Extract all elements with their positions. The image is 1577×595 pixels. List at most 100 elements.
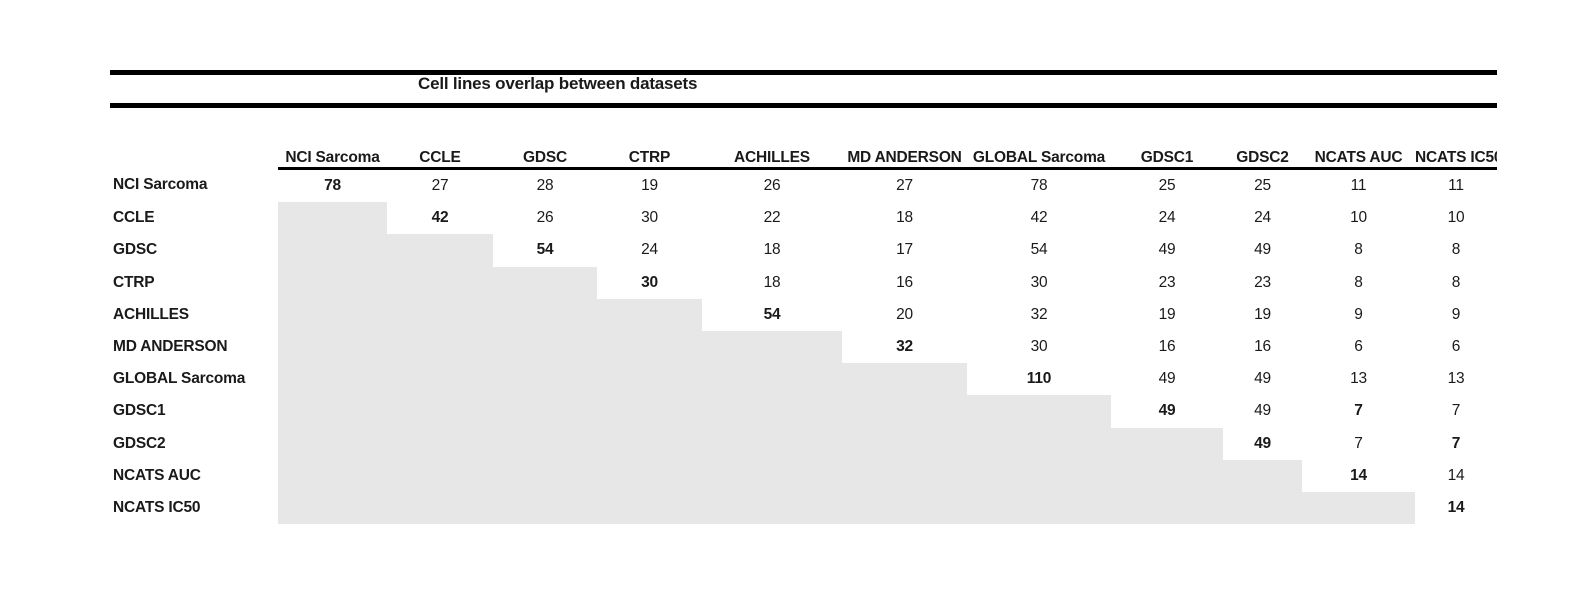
overlap-cell: 28 [536,177,554,195]
overlap-cell: 26 [536,209,554,227]
overlap-cell: 19 [1158,305,1176,323]
diagonal-cell: 49 [1158,402,1176,420]
shaded-cell [278,202,387,235]
shaded-cell [278,427,387,460]
shaded-cell [967,427,1111,460]
shaded-cell [702,395,842,428]
row-header: MD ANDERSON [113,338,228,356]
overlap-cell: 49 [1158,241,1176,259]
shaded-cell [597,491,702,525]
shaded-cell [597,395,702,428]
diagonal-cell: 32 [896,338,913,356]
shaded-cell [597,459,702,492]
overlap-cell: 16 [1254,338,1271,356]
overlap-cell: 78 [1030,177,1048,195]
overlap-cell: 22 [763,209,781,227]
overlap-cell: 24 [641,241,658,259]
column-header: NCI Sarcoma [278,108,387,170]
overlap-cell: 49 [1254,370,1271,388]
overlap-cell: 27 [896,177,913,195]
diagonal-cell: 110 [1026,370,1052,388]
row-header: GDSC [113,241,157,259]
overlap-cell: 49 [1254,402,1271,420]
overlap-cell: 7 [1354,402,1363,420]
column-header: NCATS AUC [1302,108,1415,170]
diagonal-cell: 30 [641,273,658,291]
overlap-cell: 49 [1158,370,1176,388]
overlap-cell: 24 [1158,209,1176,227]
overlap-cell: 25 [1158,177,1176,195]
shaded-cell [493,491,597,525]
diagonal-cell: 54 [763,305,781,323]
table-row: GDSC1 49 49 7 7 [110,395,1497,428]
shaded-cell [493,266,597,299]
overlap-cell: 26 [763,177,781,195]
diagonal-cell: 42 [431,209,449,227]
overlap-cell: 6 [1354,338,1363,356]
overlap-cell: 8 [1451,273,1461,291]
shaded-cell [702,363,842,396]
column-header: GLOBAL Sarcoma [967,108,1111,170]
overlap-cell: 11 [1448,177,1464,195]
shaded-cell [597,363,702,396]
overlap-cell: 7 [1451,402,1461,420]
overlap-cell: 6 [1451,338,1461,356]
shaded-cell [278,330,387,364]
table-row: MD ANDERSON 32 30 16 16 6 6 [110,330,1497,364]
overlap-cell: 10 [1350,209,1367,227]
shaded-cell [597,330,702,364]
overlap-cell: 54 [1030,241,1048,259]
shaded-cell [493,330,597,364]
shaded-cell [387,266,493,299]
table-row: NCATS AUC 14 14 [110,459,1497,492]
shaded-cell [387,363,493,396]
shaded-cell [493,363,597,396]
shaded-cell [387,298,493,331]
shaded-cell [702,459,842,492]
shaded-cell [278,363,387,396]
shaded-cell [967,491,1111,525]
shaded-cell [387,395,493,428]
table-row: GLOBAL Sarcoma 110 49 49 13 13 [110,363,1497,396]
shaded-cell [387,427,493,460]
shaded-cell [842,427,967,460]
row-header: NCATS IC50 [113,498,201,516]
column-header: CTRP [597,108,702,170]
overlap-cell: 11 [1350,177,1367,195]
shaded-cell [597,427,702,460]
overlap-cell: 17 [896,241,913,259]
shaded-cell [842,459,967,492]
shaded-cell [1223,491,1302,525]
overlap-cell: 30 [1030,273,1048,291]
overlap-cell: 30 [641,209,658,227]
top-rule [110,70,1497,75]
overlap-cell: 14 [1447,466,1465,484]
overlap-cell: 23 [1158,273,1176,291]
shaded-cell [493,298,597,331]
row-header: CCLE [113,209,155,227]
diagonal-cell: 78 [324,177,341,195]
shaded-cell [278,395,387,428]
shaded-cell [493,459,597,492]
shaded-cell [278,234,387,267]
shaded-cell [842,363,967,396]
overlap-cell: 27 [431,177,449,195]
table-row: NCATS IC50 14 [110,491,1497,525]
row-header: NCI Sarcoma [113,176,208,194]
overlap-cell: 16 [1158,338,1176,356]
overlap-cell: 7 [1354,434,1363,452]
shaded-cell [387,234,493,267]
shaded-cell [842,395,967,428]
column-header: MD ANDERSON [842,108,967,170]
table-body: NCI Sarcoma 78 27 28 19 26 27 78 25 25 11 11 CCLE 42 2… [110,169,1497,525]
overlap-cell: 25 [1254,177,1271,195]
table-row: GDSC2 49 7 7 [110,427,1497,460]
diagonal-cell: 14 [1350,466,1367,484]
overlap-cell: 19 [641,177,658,195]
shaded-cell [278,491,387,525]
overlap-cell: 19 [1254,305,1271,323]
shaded-cell [842,491,967,525]
header-row: NCI Sarcoma CCLE GDSC CTRP ACHILLES MD ANDERS… [110,108,1497,170]
column-header: GDSC [493,108,597,170]
overlap-cell: 32 [1030,305,1048,323]
